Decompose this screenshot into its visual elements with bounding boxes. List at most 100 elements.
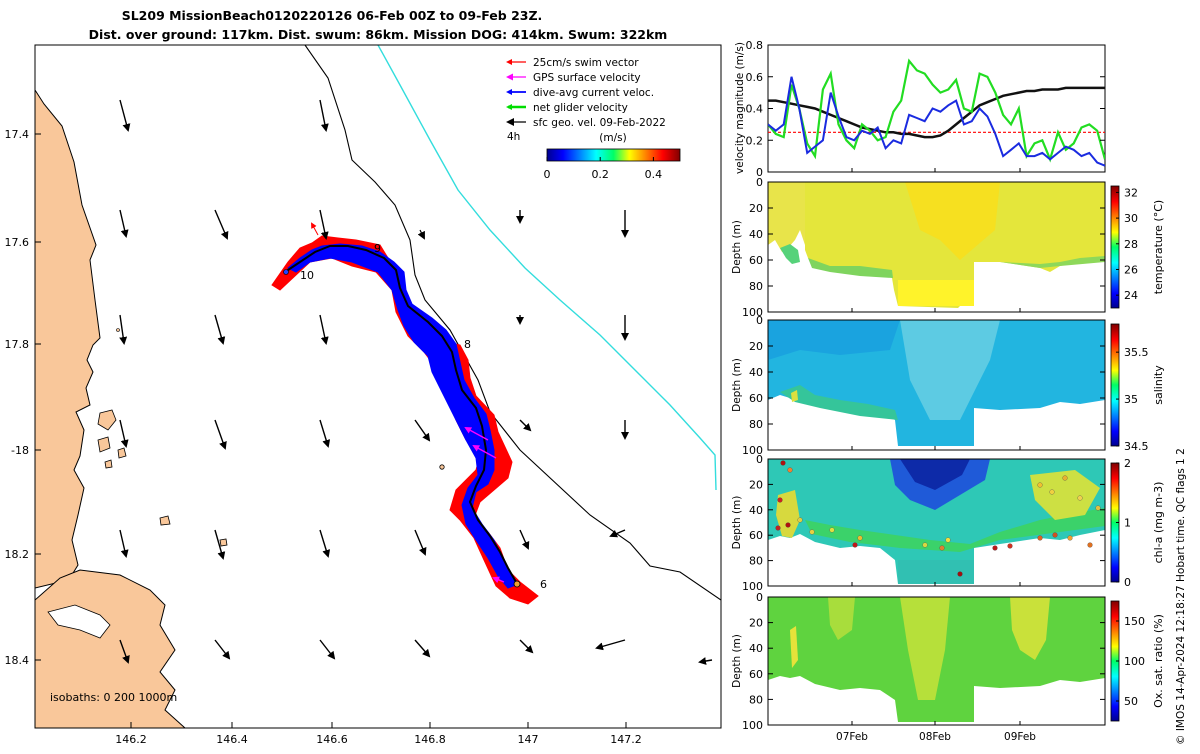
- depth-tick-label: 60: [749, 529, 763, 542]
- oxygen-colorbar-tick-label: 150: [1124, 615, 1145, 628]
- depth-tick-label: 60: [749, 392, 763, 405]
- salinity-panel: [767, 319, 1106, 451]
- oxygen-colorbar-label: Ox. sat. ratio (%): [1152, 614, 1165, 708]
- depth-axes: 0 20 40 60 80 100 Depth (m) 0 20 40 60 80 100 Depth (…: [731, 176, 1105, 732]
- depth-tick-label: 0: [756, 176, 763, 189]
- chla-point: [829, 527, 835, 533]
- depth-tick-label: 80: [749, 280, 763, 293]
- geo-velocity-arrow: [214, 209, 229, 240]
- oxygen-west-high: [790, 626, 798, 668]
- geo-velocity-arrow: [519, 419, 532, 432]
- map-y-tick-label: 17.6: [5, 236, 30, 249]
- depth-ylabel: Depth (m): [731, 220, 743, 274]
- map-y-tick-label: -18: [11, 444, 29, 457]
- oxygen-high-band-2: [1010, 597, 1050, 660]
- depth-tick-label: 100: [742, 306, 763, 319]
- depth-tick-label: 80: [749, 418, 763, 431]
- chla-very-low-core: [900, 459, 970, 490]
- isobath-note: isobaths: 0 200 1000m: [50, 691, 177, 704]
- geo-velocity-arrow: [319, 209, 329, 240]
- time-tick-label: 09Feb: [1004, 731, 1036, 743]
- salinity-highlight: [791, 390, 798, 402]
- title-line-1: SL209 MissionBeach0120220126 06-Feb 00Z …: [122, 8, 543, 23]
- temperature-cool-patch: [808, 258, 893, 278]
- chla-point: [1007, 543, 1013, 549]
- gps-surface-arrow: [492, 576, 505, 584]
- map-panel: 6 8 9 10 146.2 146.4 146.6 146.8 147 147.2 17…: [5, 44, 722, 746]
- depth-tick-label: 40: [749, 366, 763, 379]
- legend-label-net: net glider velocity: [533, 102, 628, 114]
- salinity-low-core: [900, 320, 1000, 420]
- temperature-bottom-warm: [898, 280, 974, 306]
- depth-ylabel: Depth (m): [731, 634, 743, 688]
- salinity-colorbar-tick-label: 35.5: [1124, 346, 1149, 359]
- depth-tick-label: 0: [756, 314, 763, 327]
- islet: [116, 328, 120, 332]
- temperature-cool-bottom: [780, 244, 800, 264]
- map-x-tick-label: 146.2: [115, 733, 147, 746]
- time-tick-label: 07Feb: [836, 731, 868, 743]
- chla-point: [1037, 535, 1043, 541]
- legend-label-current: dive-avg current veloc.: [533, 87, 654, 99]
- island: [219, 538, 228, 547]
- isobath-1000m: [377, 45, 717, 491]
- chla-point: [945, 537, 951, 543]
- chla-point: [1087, 542, 1093, 548]
- depth-tick-label: 80: [749, 693, 763, 706]
- geo-velocity-arrow: [414, 419, 431, 442]
- gps-surface-arrow: [464, 427, 489, 441]
- temperature-cool-patch-east: [1000, 256, 1105, 268]
- depth-tick-label: 40: [749, 228, 763, 241]
- geo-velocity-arrow: [319, 419, 331, 448]
- map-x-tick-label: 146.8: [414, 733, 446, 746]
- chla-point: [777, 497, 783, 503]
- geo-velocity-arrow: [119, 314, 128, 345]
- chla-point: [992, 545, 998, 551]
- chla-point: [1095, 505, 1101, 511]
- chla-point: [1052, 532, 1058, 538]
- velocity-series-current: [768, 76, 1105, 167]
- salinity-colorbar-tick-label: 34.5: [1124, 440, 1149, 453]
- swim-arrow: [311, 222, 319, 236]
- chla-point: [797, 517, 803, 523]
- map-colorbar: 4h (m/s) 0 0.2 0.4: [507, 131, 681, 181]
- geo-velocity-arrow: [319, 99, 329, 132]
- map-x-tick-label: 147: [518, 733, 539, 746]
- depth-ylabel: Depth (m): [731, 496, 743, 550]
- geo-velocity-arrow: [414, 639, 431, 658]
- chla-point: [857, 535, 863, 541]
- map-y-tick-label: 17.4: [5, 128, 30, 141]
- panel-colorbars: 24 26 28 30 32 temperature (°C) 34.5 35 35.5sali…: [1110, 185, 1165, 722]
- colorbar-prefix: 4h: [507, 131, 520, 143]
- temperature-colorbar-tick-label: 30: [1124, 212, 1138, 225]
- map-x-tick-label: 146.4: [216, 733, 248, 746]
- track-day-label: 8: [464, 338, 471, 351]
- mainland: [35, 45, 101, 589]
- geo-velocity-arrow: [214, 314, 226, 345]
- geo-velocity-arrow: [519, 529, 530, 550]
- geo-velocity-arrow: [595, 639, 626, 651]
- map-y-axis: 17.4 17.6 17.8 -18 18.2 18.4: [5, 128, 41, 667]
- chla-point: [775, 525, 781, 531]
- temperature-panel: [767, 181, 1106, 313]
- side-note: © IMOS 14-Apr-2024 12:18:27 Hobart time.…: [1175, 448, 1187, 745]
- geo-velocity-arrow: [214, 419, 227, 450]
- geo-velocity-arrow: [119, 419, 129, 448]
- depth-tick-label: 80: [749, 555, 763, 568]
- chla-point: [922, 542, 928, 548]
- chla-axes-frame: [767, 458, 1106, 587]
- geo-velocity-arrow: [319, 314, 329, 345]
- glider-end-point: [513, 580, 521, 588]
- colorbar-unit-label: (m/s): [599, 132, 626, 144]
- oxygen-high-band-3: [828, 597, 855, 640]
- temperature-colorbar-tick-label: 26: [1124, 263, 1138, 276]
- map-x-tick-label: 146.6: [316, 733, 348, 746]
- time-axis: 07Feb 08Feb 09Feb: [836, 168, 1036, 743]
- colorbar-gradient: [546, 148, 681, 162]
- temperature-upper-layer: [768, 182, 805, 252]
- temperature-colorbar-tick-label: 24: [1124, 289, 1138, 302]
- chla-colorbar-tick-label: 0: [1124, 576, 1131, 589]
- chla-colorbar-tick-label: 1: [1124, 517, 1131, 530]
- chla-point: [1077, 495, 1083, 501]
- oxygen-high-band: [900, 597, 950, 700]
